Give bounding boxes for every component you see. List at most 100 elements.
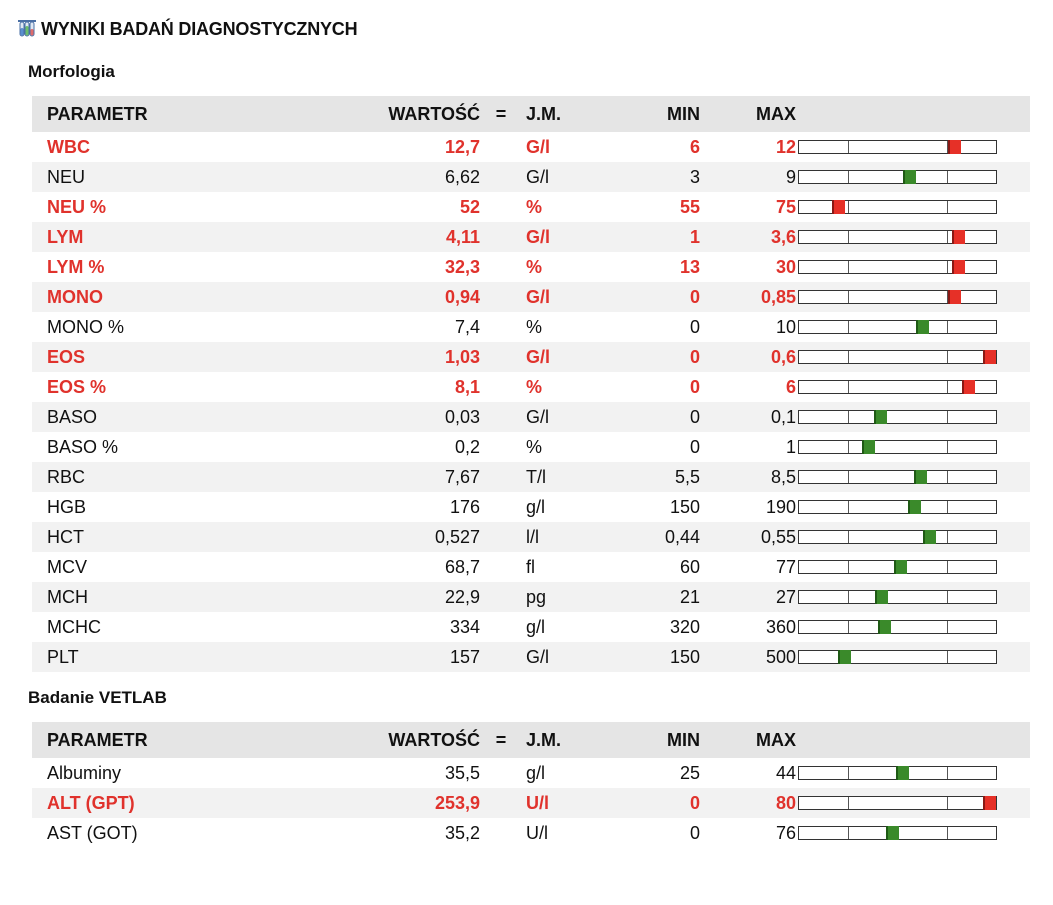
table-row: NEU % 52% 55 75: [32, 192, 1030, 222]
value-cell: 7,67: [444, 466, 480, 487]
max-cell: 80: [775, 792, 796, 813]
min-cell: 0: [689, 822, 700, 843]
header-max: MAX: [756, 103, 796, 124]
max-cell: 0,85: [760, 286, 796, 307]
range-tick: [946, 797, 948, 809]
range-tick: [946, 411, 948, 423]
table-row: MCV 68,7 fl 60 77: [32, 552, 1030, 582]
range-tick: [946, 141, 948, 153]
range-cell: [796, 432, 1030, 462]
header-value: WARTOŚĆ: [388, 729, 480, 750]
range-cell: [796, 612, 1030, 642]
range-bar: [798, 826, 997, 840]
eq-cell: [480, 552, 522, 582]
min-cell: 13: [679, 256, 700, 277]
param-cell: NEU %: [47, 196, 107, 217]
value-cell: 32,3: [444, 256, 480, 277]
range-cell: [796, 758, 1030, 788]
unit-cell: %: [526, 316, 543, 337]
header-param: PARAMETR: [47, 729, 148, 750]
range-bar: [798, 766, 997, 780]
table-row: Albuminy 35,5 g/l 25 44: [32, 758, 1030, 788]
max-cell: 76: [775, 822, 796, 843]
range-cell: [796, 342, 1030, 372]
min-cell: 0: [689, 286, 700, 307]
value-cell: 0,2: [454, 436, 480, 457]
unit-cell: T/l: [526, 466, 546, 487]
range-marker: [922, 530, 936, 544]
table-row: MONO 0,94 G/l 0 0,85: [32, 282, 1030, 312]
unit-cell: U/l: [526, 792, 550, 813]
table-row: RBC 7,67 T/l 5,5 8,5: [32, 462, 1030, 492]
value-cell: 253,9: [434, 792, 480, 813]
eq-cell: [480, 132, 522, 162]
param-cell: BASO: [47, 406, 98, 427]
range-bar: [798, 320, 997, 334]
range-tick: [946, 471, 948, 483]
eq-cell: [480, 612, 522, 642]
range-marker: [951, 230, 965, 244]
eq-cell: [480, 818, 522, 848]
range-tick: [848, 171, 850, 183]
min-cell: 0,44: [664, 526, 700, 547]
range-cell: [796, 492, 1030, 522]
range-tick: [848, 261, 850, 273]
unit-cell: l/l: [526, 526, 539, 547]
range-tick: [848, 827, 850, 839]
param-cell: MONO %: [47, 316, 125, 337]
value-cell: 6,62: [444, 166, 480, 187]
range-tick: [848, 141, 850, 153]
min-cell: 0: [689, 436, 700, 457]
range-tick: [946, 441, 948, 453]
range-cell: [796, 552, 1030, 582]
header-unit: J.M.: [526, 729, 562, 750]
min-cell: 5,5: [674, 466, 700, 487]
range-bar: [798, 230, 997, 244]
range-cell: [796, 522, 1030, 552]
value-cell: 4,11: [445, 226, 480, 247]
param-cell: RBC: [47, 466, 86, 487]
unit-cell: g/l: [526, 616, 546, 637]
unit-cell: G/l: [526, 166, 550, 187]
eq-cell: [480, 642, 522, 672]
range-cell: [796, 402, 1030, 432]
unit-cell: fl: [526, 556, 535, 577]
value-cell: 0,527: [434, 526, 480, 547]
value-cell: 0,94: [444, 286, 480, 307]
max-cell: 0,55: [760, 526, 796, 547]
range-bar: [798, 380, 997, 394]
range-tick: [946, 591, 948, 603]
page-title-text: WYNIKI BADAŃ DIAGNOSTYCZNYCH: [41, 18, 358, 39]
range-tick: [946, 621, 948, 633]
range-marker: [838, 650, 852, 664]
eq-cell: [480, 162, 522, 192]
range-cell: [796, 582, 1030, 612]
min-cell: 150: [669, 496, 700, 517]
header-min: MIN: [667, 103, 700, 124]
table-row: PLT 157 G/l 150 500: [32, 642, 1030, 672]
range-tick: [946, 261, 948, 273]
max-cell: 27: [775, 586, 796, 607]
range-marker: [875, 590, 889, 604]
range-marker: [913, 470, 927, 484]
eq-cell: [480, 312, 522, 342]
range-marker: [878, 620, 892, 634]
eq-cell: [480, 342, 522, 372]
value-cell: 12,7: [444, 136, 480, 157]
range-marker: [895, 766, 909, 780]
range-marker: [961, 380, 975, 394]
value-cell: 68,7: [444, 556, 480, 577]
range-cell: [796, 788, 1030, 818]
range-bar: [798, 500, 997, 514]
table-row: AST (GOT) 35,2 U/l 0 76: [32, 818, 1030, 848]
max-cell: 9: [785, 166, 796, 187]
param-cell: MCV: [47, 556, 87, 577]
unit-cell: U/l: [526, 822, 548, 843]
min-cell: 21: [679, 586, 700, 607]
range-tick: [848, 501, 850, 513]
min-cell: 320: [669, 616, 700, 637]
range-marker: [862, 440, 876, 454]
eq-cell: [480, 192, 522, 222]
range-marker: [947, 140, 961, 154]
range-tick: [848, 561, 850, 573]
